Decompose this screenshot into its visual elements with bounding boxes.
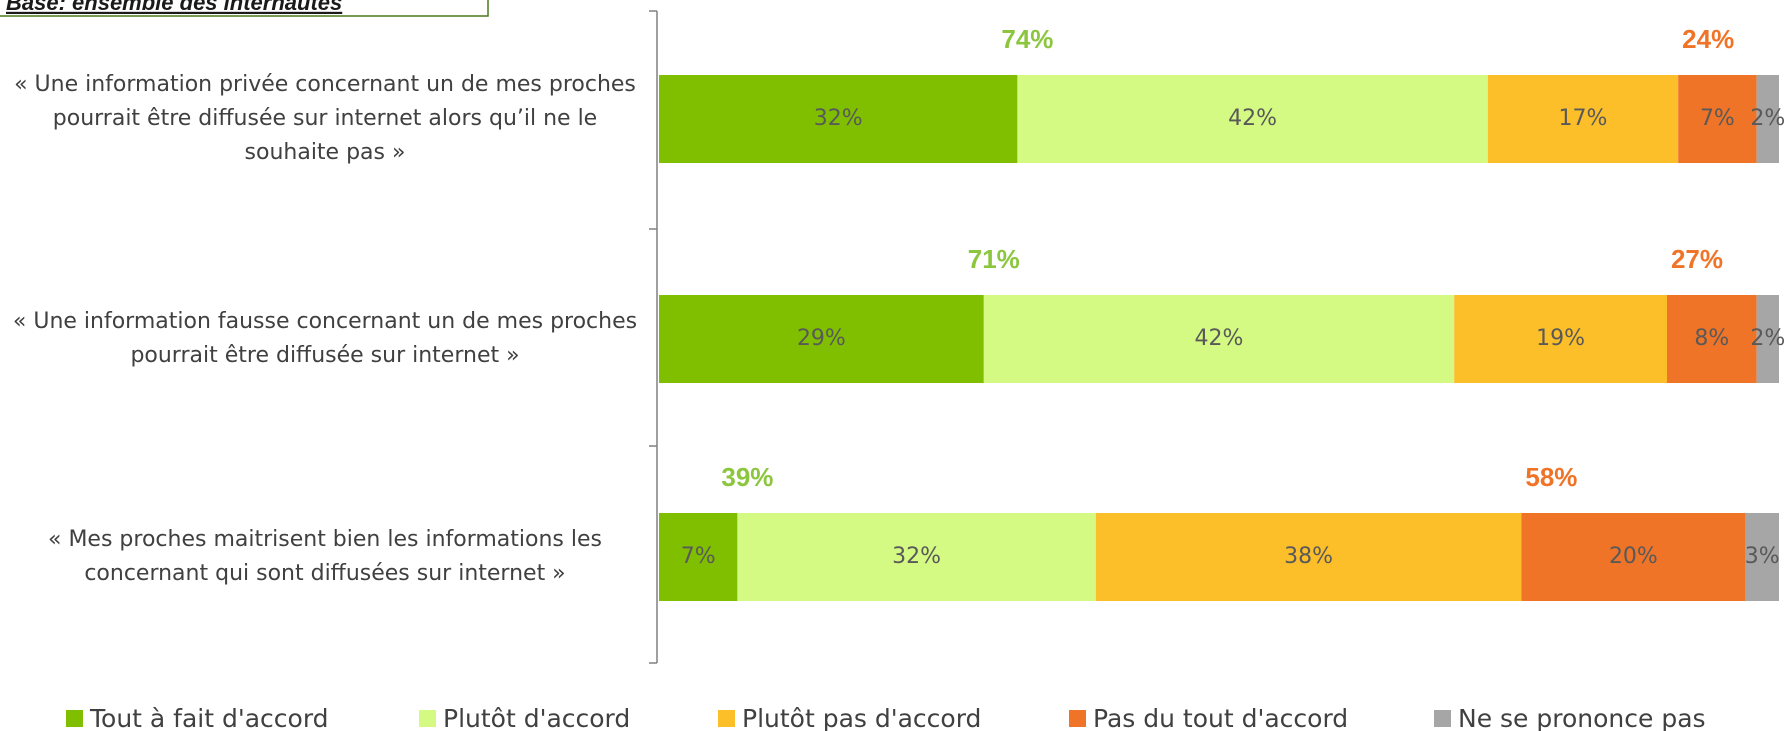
category-label: « Mes proches maitrisent bien les inform…	[48, 527, 602, 586]
legend-label: Pas du tout d'accord	[1093, 704, 1348, 731]
bar-segment	[659, 75, 1018, 163]
value-label: 42%	[1228, 106, 1277, 131]
legend-label: Ne se prononce pas	[1458, 704, 1706, 731]
value-label: 7%	[1700, 106, 1735, 131]
bar-segment	[1667, 295, 1757, 383]
value-label: 7%	[681, 544, 716, 569]
value-label: 19%	[1536, 326, 1585, 351]
value-label: 38%	[1284, 544, 1333, 569]
bar-segment	[1678, 75, 1757, 163]
disagree-total: 24%	[1682, 24, 1734, 54]
category-label: « Une information privée concernant un d…	[14, 72, 636, 165]
bar-segment	[1017, 75, 1488, 163]
bar-segment	[737, 513, 1096, 601]
agree-total: 74%	[1001, 24, 1053, 54]
bar-segment	[1521, 513, 1746, 601]
subtitle: Base: ensemble des internautes	[6, 0, 342, 15]
value-label: 42%	[1195, 326, 1244, 351]
value-label: 3%	[1745, 544, 1780, 569]
value-label: 32%	[892, 544, 941, 569]
value-label: 29%	[797, 326, 846, 351]
value-label: 2%	[1750, 106, 1785, 131]
bar-segment	[983, 295, 1455, 383]
legend-label: Tout à fait d'accord	[89, 704, 329, 731]
bar-segment	[1756, 295, 1779, 383]
legend-label: Plutôt d'accord	[443, 704, 630, 731]
disagree-total: 27%	[1671, 244, 1723, 274]
bar-segment	[1745, 513, 1779, 601]
value-label: 17%	[1559, 106, 1608, 131]
agree-total: 71%	[968, 244, 1020, 274]
value-label: 8%	[1694, 326, 1729, 351]
legend-label: Plutôt pas d'accord	[742, 704, 981, 731]
category-label: « Une information fausse concernant un d…	[12, 309, 638, 368]
value-label: 20%	[1609, 544, 1658, 569]
bar-segment	[659, 513, 738, 601]
legend-swatch	[1434, 710, 1451, 727]
legend-swatch	[1069, 710, 1086, 727]
bar-segment	[1487, 75, 1679, 163]
disagree-total: 58%	[1525, 462, 1577, 492]
value-label: 2%	[1750, 326, 1785, 351]
bar-segment	[1756, 75, 1779, 163]
value-label: 32%	[814, 106, 863, 131]
bar-segment	[1454, 295, 1667, 383]
bar-segment	[659, 295, 984, 383]
legend-swatch	[66, 710, 83, 727]
bar-segment	[1095, 513, 1522, 601]
subtitle-box	[0, 0, 489, 17]
agree-total: 39%	[721, 462, 773, 492]
legend-swatch	[419, 710, 436, 727]
legend-swatch	[718, 710, 735, 727]
